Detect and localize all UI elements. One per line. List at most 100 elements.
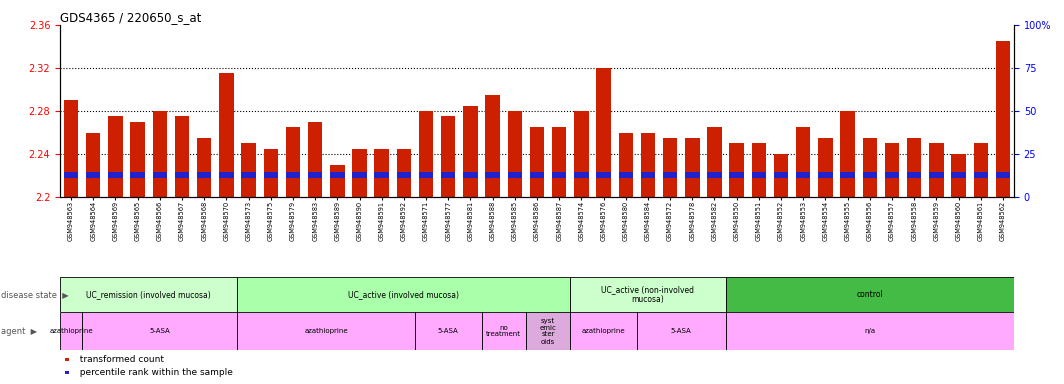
Bar <box>951 154 966 197</box>
Bar <box>575 172 588 178</box>
Bar <box>442 116 455 197</box>
Bar <box>530 172 544 178</box>
Bar <box>641 132 655 197</box>
Bar <box>526 312 570 350</box>
Bar <box>996 172 1010 178</box>
Text: azathioprine: azathioprine <box>582 328 626 334</box>
Bar <box>485 172 500 178</box>
Bar <box>109 116 122 197</box>
Bar <box>708 172 721 178</box>
Bar <box>907 138 921 197</box>
Bar <box>64 100 79 197</box>
Text: 5-ASA: 5-ASA <box>149 328 170 334</box>
Bar <box>663 138 678 197</box>
Bar <box>751 172 766 178</box>
Bar <box>907 172 921 178</box>
Bar <box>685 172 699 178</box>
Bar <box>86 132 100 197</box>
Bar <box>774 154 788 197</box>
Bar <box>726 277 1014 312</box>
Bar <box>330 165 345 197</box>
Bar <box>730 172 744 178</box>
Bar <box>131 172 145 178</box>
Bar <box>131 122 145 197</box>
Bar <box>86 172 100 178</box>
Bar <box>663 172 678 178</box>
Bar <box>552 172 566 178</box>
Bar <box>685 138 699 197</box>
Bar <box>796 172 811 178</box>
Bar <box>463 172 478 178</box>
Text: 5-ASA: 5-ASA <box>438 328 459 334</box>
Bar <box>774 172 788 178</box>
Bar <box>863 172 877 178</box>
Text: n/a: n/a <box>864 328 876 334</box>
Bar <box>415 312 482 350</box>
Text: azathioprine: azathioprine <box>49 328 93 334</box>
Bar <box>637 312 726 350</box>
Text: agent  ▶: agent ▶ <box>1 326 37 336</box>
Bar <box>197 138 212 197</box>
Text: disease state  ▶: disease state ▶ <box>1 290 69 299</box>
Bar <box>264 172 278 178</box>
Bar <box>885 172 899 178</box>
Bar <box>375 172 389 178</box>
Bar <box>152 111 167 197</box>
Text: control: control <box>857 290 883 299</box>
Bar <box>596 172 611 178</box>
Bar <box>508 111 522 197</box>
Bar <box>641 172 655 178</box>
Bar <box>708 127 721 197</box>
Bar <box>485 95 500 197</box>
Bar <box>996 41 1010 197</box>
Bar <box>82 312 237 350</box>
Bar <box>397 149 411 197</box>
Bar <box>751 143 766 197</box>
Bar <box>219 172 234 178</box>
Bar <box>618 132 633 197</box>
Bar <box>197 172 212 178</box>
Bar <box>264 149 278 197</box>
Bar <box>352 172 367 178</box>
Bar <box>375 149 389 197</box>
Bar <box>463 106 478 197</box>
Bar <box>841 172 854 178</box>
Text: no
treatment: no treatment <box>486 324 521 338</box>
Bar <box>730 143 744 197</box>
Bar <box>174 172 189 178</box>
Text: 5-ASA: 5-ASA <box>670 328 692 334</box>
Bar <box>219 73 234 197</box>
Bar <box>796 127 811 197</box>
Bar <box>885 143 899 197</box>
Bar <box>974 143 988 197</box>
Bar <box>60 277 237 312</box>
Bar <box>951 172 966 178</box>
Bar <box>330 172 345 178</box>
Bar <box>237 277 570 312</box>
Text: UC_active (involved mucosa): UC_active (involved mucosa) <box>348 290 460 299</box>
Bar <box>174 116 189 197</box>
Bar <box>60 312 82 350</box>
Bar <box>242 172 255 178</box>
Bar <box>419 111 433 197</box>
Bar <box>237 312 415 350</box>
Bar <box>841 111 854 197</box>
Bar <box>929 143 944 197</box>
Bar <box>482 312 526 350</box>
Text: azathioprine: azathioprine <box>304 328 348 334</box>
Text: UC_remission (involved mucosa): UC_remission (involved mucosa) <box>86 290 211 299</box>
Bar <box>618 172 633 178</box>
Bar <box>863 138 877 197</box>
Bar <box>442 172 455 178</box>
Bar <box>286 127 300 197</box>
Text: UC_active (non-involved
mucosa): UC_active (non-involved mucosa) <box>601 285 695 304</box>
Bar <box>286 172 300 178</box>
Bar <box>109 172 122 178</box>
Bar <box>64 172 79 178</box>
Bar <box>570 312 637 350</box>
Text: percentile rank within the sample: percentile rank within the sample <box>74 368 233 377</box>
Text: GDS4365 / 220650_s_at: GDS4365 / 220650_s_at <box>60 11 201 24</box>
Bar <box>818 138 833 197</box>
Bar <box>307 122 322 197</box>
Bar <box>552 127 566 197</box>
